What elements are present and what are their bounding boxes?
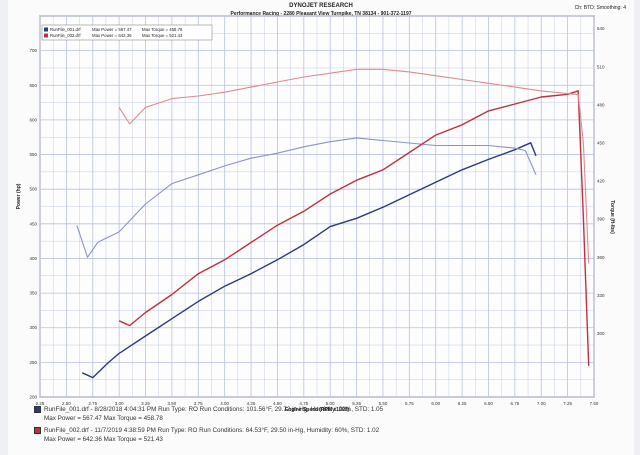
y-tick-label: 400 bbox=[29, 256, 37, 261]
y-axis-label: Power (hp) bbox=[16, 183, 22, 209]
y2-tick-label: 300 bbox=[597, 331, 605, 336]
y-tick-label: 250 bbox=[29, 360, 37, 365]
footer-run1: RunFile_001.drf - 8/28/2018 4:04:31 PM R… bbox=[34, 406, 383, 413]
legend-swatch bbox=[44, 27, 48, 32]
run2-swatch bbox=[34, 427, 41, 434]
y2-tick-label: 480 bbox=[597, 102, 605, 107]
legend-swatch bbox=[44, 33, 48, 38]
footer-run2-max: Max Power = 642.36 Max Torque = 521.43 bbox=[44, 436, 163, 443]
series-run1-torque-line bbox=[76, 137, 537, 258]
y2-tick-label: 510 bbox=[597, 64, 605, 69]
x-tick-label: 3.00 bbox=[115, 401, 124, 406]
x-tick-label: 6.50 bbox=[484, 401, 493, 406]
x-tick-label: 3.25 bbox=[141, 401, 150, 406]
x-tick-label: 5.00 bbox=[326, 401, 335, 406]
legend-max-power: Max Power = 567.47 bbox=[92, 27, 132, 32]
header-title: DYNOJET RESEARCH bbox=[289, 3, 353, 9]
x-tick-label: 3.75 bbox=[194, 401, 203, 406]
x-tick-label: 4.50 bbox=[273, 401, 282, 406]
x-tick-label: 6.75 bbox=[510, 401, 519, 406]
y-tick-label: 550 bbox=[29, 152, 37, 157]
series-run2-power-line bbox=[118, 90, 590, 366]
footer-run2-line: RunFile_002.drf - 11/7/2019 4:38:59 PM R… bbox=[44, 427, 380, 435]
x-tick-label: 4.75 bbox=[299, 401, 308, 406]
x-tick-label: 6.25 bbox=[458, 401, 467, 406]
series-run2-torque-line bbox=[118, 68, 590, 264]
legend-box bbox=[41, 24, 213, 41]
y-tick-label: 650 bbox=[29, 83, 37, 88]
legend-max-power: Max Power = 642.36 bbox=[92, 33, 132, 38]
y-tick-label: 350 bbox=[29, 291, 37, 296]
run1-swatch bbox=[34, 406, 41, 413]
legend-max-torque: Max Torque = 458.78 bbox=[142, 27, 183, 32]
x-tick-label: 5.50 bbox=[379, 401, 388, 406]
y2-tick-label: 330 bbox=[597, 293, 605, 298]
x-tick-label: 7.00 bbox=[537, 401, 546, 406]
x-tick-label: 7.25 bbox=[563, 401, 572, 406]
legend-run-name: RunFile_002.drf bbox=[50, 33, 81, 38]
x-tick-label: 2.25 bbox=[36, 401, 45, 406]
x-tick-label: 4.00 bbox=[220, 401, 229, 406]
x-axis-label: Engine Speed (RPM x1000) bbox=[285, 407, 350, 413]
x-tick-label: 5.75 bbox=[405, 401, 414, 406]
footer-run1-line: RunFile_001.drf - 8/28/2018 4:04:31 PM R… bbox=[44, 406, 384, 414]
x-tick-label: 3.50 bbox=[168, 401, 177, 406]
y2-tick-label: 450 bbox=[597, 141, 605, 146]
y-tick-label: 450 bbox=[29, 221, 37, 226]
y-tick-label: 300 bbox=[29, 325, 37, 330]
legend-max-torque: Max Torque = 521.43 bbox=[142, 33, 183, 38]
header-address: Performance Racing - 2280 Pleasant View … bbox=[230, 11, 412, 17]
y2-axis-label: Torque (ft-lbs) bbox=[609, 200, 615, 234]
x-tick-label: 4.25 bbox=[247, 401, 256, 406]
y-tick-label: 600 bbox=[29, 117, 37, 122]
y2-tick-label: 540 bbox=[597, 26, 605, 31]
x-tick-label: 2.50 bbox=[62, 401, 71, 406]
legend-run-name: RunFile_001.drf bbox=[50, 27, 81, 32]
x-tick-label: 2.75 bbox=[88, 401, 97, 406]
x-tick-label: 7.50 bbox=[590, 401, 599, 406]
y-tick-label: 500 bbox=[29, 187, 37, 192]
series-run1-power-line bbox=[81, 142, 537, 379]
x-tick-label: 5.25 bbox=[352, 401, 361, 406]
x-tick-label: 6.00 bbox=[431, 401, 440, 406]
y2-tick-label: 420 bbox=[597, 179, 605, 184]
y-tick-label: 700 bbox=[29, 48, 37, 53]
header-channel: Ch: BTD: Smoothing: 4 bbox=[574, 5, 626, 11]
footer-run1-max: Max Power = 567.47 Max Torque = 458.78 bbox=[44, 415, 163, 422]
footer-run2: RunFile_002.drf - 11/7/2019 4:38:59 PM R… bbox=[34, 427, 379, 434]
y2-tick-label: 360 bbox=[597, 255, 605, 260]
y2-tick-label: 390 bbox=[597, 217, 605, 222]
y-tick-label: 200 bbox=[29, 395, 37, 400]
